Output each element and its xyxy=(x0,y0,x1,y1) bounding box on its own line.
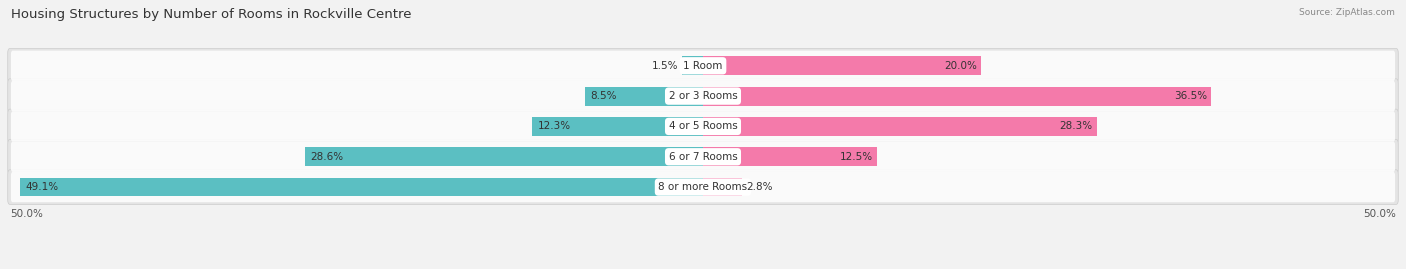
Text: 50.0%: 50.0% xyxy=(1364,209,1396,219)
FancyBboxPatch shape xyxy=(11,172,1395,202)
FancyBboxPatch shape xyxy=(7,170,1399,204)
Text: 4 or 5 Rooms: 4 or 5 Rooms xyxy=(669,121,737,132)
Text: 49.1%: 49.1% xyxy=(25,182,58,192)
Bar xyxy=(585,87,703,105)
Bar xyxy=(703,56,981,75)
Text: 36.5%: 36.5% xyxy=(1174,91,1206,101)
Bar xyxy=(682,56,703,75)
FancyBboxPatch shape xyxy=(11,141,1395,172)
Text: 50.0%: 50.0% xyxy=(10,209,42,219)
Text: 6 or 7 Rooms: 6 or 7 Rooms xyxy=(669,152,737,162)
Text: 20.0%: 20.0% xyxy=(945,61,977,71)
Bar xyxy=(531,117,703,136)
FancyBboxPatch shape xyxy=(11,111,1395,141)
Text: 12.5%: 12.5% xyxy=(839,152,873,162)
FancyBboxPatch shape xyxy=(11,51,1395,81)
Text: 1.5%: 1.5% xyxy=(651,61,678,71)
Bar xyxy=(703,147,877,166)
Text: 2 or 3 Rooms: 2 or 3 Rooms xyxy=(669,91,737,101)
Text: Housing Structures by Number of Rooms in Rockville Centre: Housing Structures by Number of Rooms in… xyxy=(11,8,412,21)
Text: Source: ZipAtlas.com: Source: ZipAtlas.com xyxy=(1299,8,1395,17)
Text: 8.5%: 8.5% xyxy=(591,91,617,101)
Text: 2.8%: 2.8% xyxy=(747,182,773,192)
Bar xyxy=(703,87,1211,105)
FancyBboxPatch shape xyxy=(7,48,1399,83)
FancyBboxPatch shape xyxy=(7,139,1399,174)
Text: 12.3%: 12.3% xyxy=(537,121,571,132)
Text: 28.3%: 28.3% xyxy=(1060,121,1092,132)
Bar xyxy=(703,178,742,196)
Text: 1 Room: 1 Room xyxy=(683,61,723,71)
FancyBboxPatch shape xyxy=(7,79,1399,114)
Text: 8 or more Rooms: 8 or more Rooms xyxy=(658,182,748,192)
FancyBboxPatch shape xyxy=(11,81,1395,111)
Bar xyxy=(20,178,703,196)
Bar xyxy=(703,117,1097,136)
Text: 28.6%: 28.6% xyxy=(311,152,343,162)
Bar xyxy=(305,147,703,166)
FancyBboxPatch shape xyxy=(7,109,1399,144)
